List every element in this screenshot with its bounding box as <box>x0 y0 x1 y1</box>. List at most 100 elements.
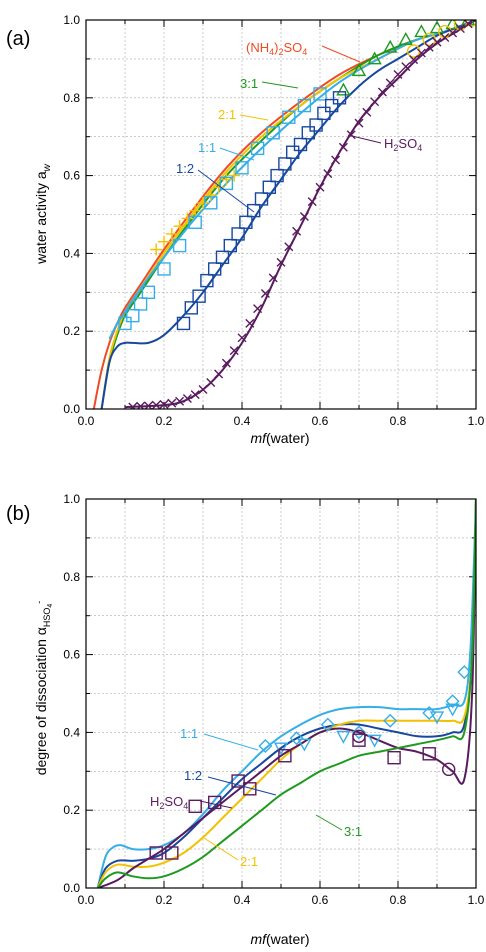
data-point-plus <box>150 243 163 256</box>
data-point-square <box>270 168 284 183</box>
leader-b-3-1 <box>315 814 343 831</box>
data-point-diamond <box>289 731 304 746</box>
data-point-cross <box>167 398 177 408</box>
data-point-circle <box>453 20 468 31</box>
label-h2so4-a-s2: 4 <box>417 143 422 153</box>
label-as-s1: 4 <box>269 47 274 57</box>
panel-b-y-title-subsub: 4 <box>47 604 54 608</box>
data-point-cross <box>370 97 380 107</box>
data-point-square <box>332 91 347 105</box>
series-line-1-2 <box>100 20 476 409</box>
data-point-triangle-down <box>297 738 312 752</box>
label-b-h2so4-s2: 4 <box>183 801 188 811</box>
label-b-1-2: 1:2 <box>184 768 202 783</box>
data-point-square <box>297 98 312 113</box>
data-point-cross <box>268 273 278 283</box>
label-h2so4-a-b: SO <box>398 136 417 151</box>
panel-a-ticks <box>85 19 477 410</box>
data-point-triangle <box>351 63 367 77</box>
label-b-h2so4: H2SO4 <box>150 794 188 811</box>
data-point-cross <box>175 396 185 406</box>
y-tick-label: 0.8 <box>63 570 80 584</box>
data-point-square <box>239 215 253 229</box>
panel-b-grid <box>86 498 477 888</box>
x-tick-label: 0.8 <box>390 414 407 428</box>
x-tick-label: 0.8 <box>390 893 407 907</box>
data-point-square <box>118 316 132 331</box>
leader-b-1-2 <box>207 776 277 796</box>
panel-a-grid <box>86 19 477 409</box>
data-point-square <box>250 141 265 156</box>
data-point-cross <box>409 55 419 65</box>
x-tick-label: 0.4 <box>234 893 251 907</box>
data-point-plus <box>165 227 178 240</box>
data-point-triangle-down <box>273 742 289 756</box>
leader-as <box>321 45 361 63</box>
series-line-1-1 <box>108 20 476 340</box>
data-point-plus <box>212 181 225 194</box>
panel-a-label: (a) <box>6 28 30 50</box>
data-point-cross <box>245 318 255 328</box>
data-point-cross <box>284 242 294 252</box>
label-as-s3: 4 <box>302 47 307 57</box>
data-point-square <box>188 799 202 814</box>
data-point-cross <box>424 42 434 52</box>
data-point-square <box>207 262 222 276</box>
data-point-cross <box>377 87 387 97</box>
data-point-cross <box>331 155 341 165</box>
leader-h2so4-a <box>347 134 382 144</box>
data-point-cross <box>463 20 473 29</box>
data-point-plus <box>173 220 186 233</box>
label-2-1: 2:1 <box>218 107 236 122</box>
data-point-square <box>262 180 276 194</box>
panel-b-dissociation: 0.0 0.2 0.4 0.6 0.8 1.0 0.0 0.2 0.4 0.6 0.8 1.0 (b)… <box>6 492 485 947</box>
y-tick-label: 0.0 <box>63 402 80 416</box>
x-tick-label: 0.6 <box>312 414 329 428</box>
data-point-square <box>157 262 171 276</box>
data-point-cross <box>448 28 458 38</box>
panel-a-y-title-main: water activity a <box>33 171 49 265</box>
data-point-triangle-down <box>429 711 445 725</box>
data-point-cross <box>206 378 216 388</box>
label-as: (NH4)2SO4 <box>246 40 307 57</box>
data-point-plus <box>197 196 209 209</box>
panel-b-y-axis-title: degree of dissociation αHSO4- <box>33 601 54 776</box>
data-point-circle <box>442 762 456 777</box>
data-point-square <box>231 227 245 241</box>
data-point-square <box>231 774 245 788</box>
panel-a-x-axis-title: mf(water) <box>250 430 309 446</box>
data-point-square <box>223 238 238 253</box>
panel-a-markers <box>118 20 476 409</box>
data-point-diamond <box>320 717 335 732</box>
data-point-triangle <box>414 24 429 38</box>
data-point-plus <box>220 173 233 186</box>
label-b-h2so4-s1: 2 <box>159 801 164 811</box>
data-point-square <box>387 750 401 765</box>
leader-b-h2so4 <box>199 800 233 809</box>
data-point-cross <box>354 118 364 128</box>
y-tick-label: 0.4 <box>63 246 80 260</box>
data-point-square <box>192 289 206 303</box>
data-point-diamond <box>422 705 437 720</box>
data-point-square <box>422 747 436 761</box>
x-tick-label: 0.0 <box>78 414 95 428</box>
data-point-square <box>215 250 230 264</box>
data-point-square <box>313 87 327 101</box>
label-as-s2: 2 <box>278 47 283 57</box>
x-tick-label: 0.6 <box>312 893 329 907</box>
data-point-square <box>266 126 280 140</box>
data-point-square <box>133 297 148 311</box>
panel-b-series-labels: 1:1 1:2 H2SO4 2:1 3:1 <box>150 726 362 869</box>
leader-2-1 <box>239 114 269 121</box>
data-point-cross <box>315 182 325 192</box>
data-point-cross <box>362 107 372 117</box>
x-tick-label: 0.0 <box>78 893 95 907</box>
panel-b-y-title-sup: - <box>34 601 44 604</box>
label-as-a: (NH <box>246 40 269 55</box>
panel-b-tick-labels: 0.0 0.2 0.4 0.6 0.8 1.0 0.0 0.2 0.4 0.6 0.8 1.0 <box>63 492 484 907</box>
data-point-triangle-down <box>367 734 382 748</box>
panel-a-frame <box>85 19 477 410</box>
leader-1-1 <box>219 147 255 161</box>
x-tick-label: 1.0 <box>468 893 485 907</box>
